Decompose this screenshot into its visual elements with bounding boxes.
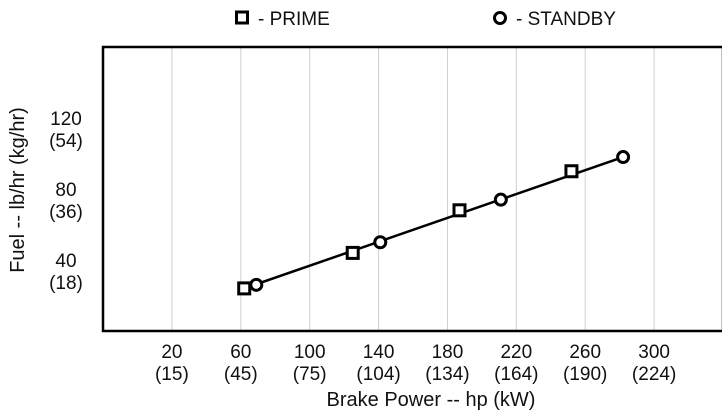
prime-point-2 (345, 245, 360, 260)
fit-line-group (243, 155, 624, 290)
standby-point-3 (493, 192, 508, 207)
prime-point-3 (452, 203, 467, 218)
legend: - PRIME - STANDBY (235, 9, 616, 30)
prime-point-1 (237, 281, 252, 296)
y-axis-title: Fuel -- lb/hr (kg/hr) (7, 107, 29, 273)
markers-group (237, 150, 631, 296)
x-tick-sublabel-140: (104) (356, 364, 400, 385)
x-tick-label-260: 260 (569, 342, 601, 363)
x-tick-label-180: 180 (432, 342, 464, 363)
x-axis-title: Brake Power -- hp (kW) (327, 389, 536, 411)
plot-frame (101, 45, 722, 333)
x-tick-sublabel-260: (190) (563, 364, 607, 385)
prime-point-4 (564, 164, 579, 179)
standby-point-4 (616, 150, 631, 165)
y-tick-sublabel-80: (36) (49, 202, 83, 223)
legend-prime-marker (235, 10, 249, 25)
x-tick-sublabel-20: (15) (155, 364, 189, 385)
standby-point-1 (249, 277, 264, 292)
x-tick-sublabel-300: (224) (632, 364, 676, 385)
x-tick-label-60: 60 (230, 342, 251, 363)
x-tick-sublabel-60: (45) (224, 364, 258, 385)
x-tick-sublabel-220: (164) (494, 364, 538, 385)
y-tick-label-40: 40 (55, 251, 76, 272)
x-tick-label-20: 20 (161, 342, 182, 363)
standby-point-2 (373, 235, 388, 250)
fit-line (243, 155, 624, 290)
x-tick-label-220: 220 (500, 342, 532, 363)
x-tick-sublabel-180: (134) (425, 364, 469, 385)
legend-label-1: - PRIME (258, 9, 330, 30)
legend-standby-marker (493, 11, 507, 25)
y-tick-sublabel-40: (18) (49, 273, 83, 294)
x-tick-label-140: 140 (363, 342, 395, 363)
y-tick-label-120: 120 (50, 109, 82, 130)
x-tick-label-100: 100 (294, 342, 326, 363)
x-tick-label-300: 300 (638, 342, 670, 363)
y-tick-labels: 40(18) 80(36) 120(54) (49, 109, 83, 294)
legend-label-2: - STANDBY (516, 9, 616, 30)
grid-lines (171, 47, 655, 331)
x-tick-sublabel-100: (75) (293, 364, 327, 385)
y-tick-label-80: 80 (55, 180, 76, 201)
y-tick-sublabel-120: (54) (49, 131, 83, 152)
x-tick-labels: 20(15)60(45)100(75)140(104)180(134)220(1… (155, 342, 676, 385)
